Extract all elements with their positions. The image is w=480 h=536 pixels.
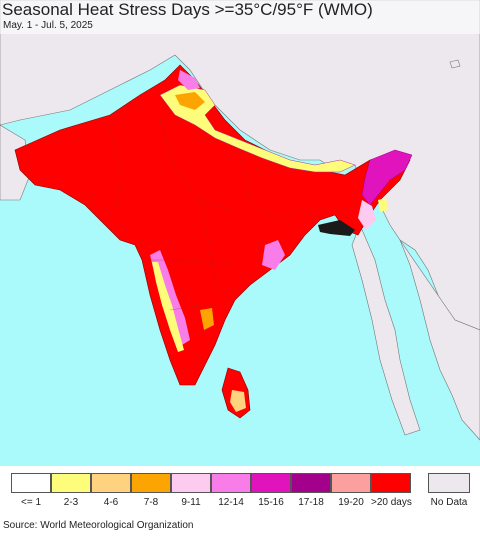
surrounding-land-southeast <box>399 239 480 441</box>
legend-label-15-16: 15-16 <box>258 497 284 508</box>
myanmar-coast <box>351 224 421 436</box>
legend-label-17-18: 17-18 <box>298 497 324 508</box>
legend-label-12-14: 12-14 <box>218 497 244 508</box>
island <box>449 59 461 69</box>
legend-swatch-12-14 <box>211 473 251 493</box>
northeast-magenta <box>361 149 413 206</box>
map-subtitle: May. 1 - Jul. 5, 2025 <box>3 20 93 31</box>
legend-swatch-17-18 <box>291 473 331 493</box>
legend-swatch-no-data <box>428 473 470 493</box>
legend-label-le1: <= 1 <box>20 497 42 508</box>
surrounding-land-west <box>0 124 31 201</box>
legend-swatch-19-20 <box>331 473 371 493</box>
title-box <box>0 0 480 34</box>
legend-swatch-2-3 <box>51 473 91 493</box>
heat-region-main <box>14 64 411 386</box>
himalaya-orange <box>175 92 205 110</box>
western-ghats-yellow <box>152 262 184 352</box>
legend-label-4-6: 4-6 <box>103 497 119 508</box>
map-title: Seasonal Heat Stress Days >=35°C/95°F (W… <box>2 0 373 19</box>
legend: <= 1 2-3 4-6 7-8 9-11 12-14 15-16 17-18 … <box>11 473 471 513</box>
legend-swatch-9-11 <box>171 473 211 493</box>
legend-swatch-4-6 <box>91 473 131 493</box>
legend-swatch-15-16 <box>251 473 291 493</box>
legend-label-2-3: 2-3 <box>63 497 79 508</box>
himalaya-band <box>159 84 356 173</box>
heat-stress-map <box>0 0 480 466</box>
sri-lanka-highlands <box>230 390 246 412</box>
internal-boundaries <box>109 119 301 311</box>
map-canvas <box>0 0 480 441</box>
legend-label-7-8: 7-8 <box>143 497 159 508</box>
northeast-light <box>358 200 376 230</box>
himalaya-pink <box>178 70 200 90</box>
eastern-ghats-pink <box>262 240 285 270</box>
northeast-yellow <box>378 198 388 212</box>
east-coast-orange <box>200 308 214 330</box>
source-credit: Source: World Meteorological Organizatio… <box>3 520 194 531</box>
legend-swatch-le1 <box>11 473 51 493</box>
legend-label-19-20: 19-20 <box>338 497 364 508</box>
delta-dark <box>318 220 355 236</box>
legend-label-no-data: No Data <box>430 497 468 508</box>
legend-label-gt20: >20 days <box>371 497 412 508</box>
legend-swatch-7-8 <box>131 473 171 493</box>
legend-swatch-gt20 <box>371 473 411 493</box>
legend-label-9-11: 9-11 <box>181 497 201 508</box>
